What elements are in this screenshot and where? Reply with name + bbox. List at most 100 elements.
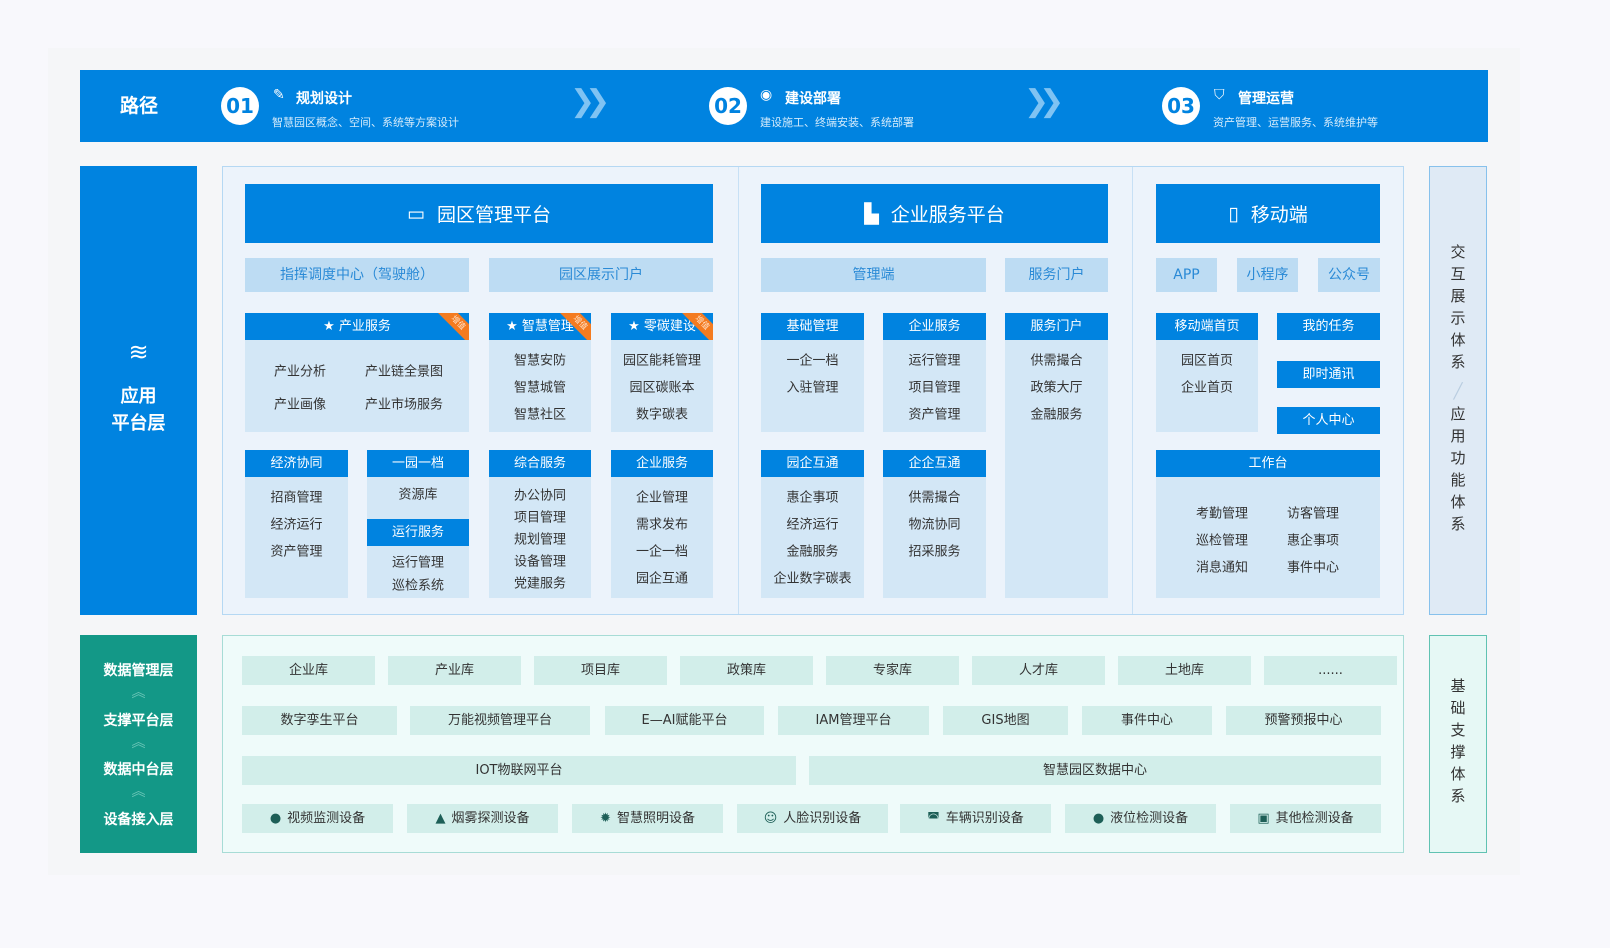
module-item[interactable]: 访客管理: [1286, 506, 1340, 522]
module-item[interactable]: 运行管理: [908, 353, 961, 369]
module-item[interactable]: 金融服务: [1030, 407, 1083, 423]
module-item[interactable]: 规划管理: [513, 532, 567, 548]
module-item[interactable]: 园区能耗管理: [622, 353, 702, 369]
module-item[interactable]: 供需撮合: [908, 490, 961, 506]
module-header[interactable]: 基础管理: [761, 313, 864, 340]
module-item[interactable]: 物流协同: [908, 517, 961, 533]
module-item[interactable]: 金融服务: [786, 544, 839, 560]
module-header[interactable]: 园企互通: [761, 450, 864, 477]
module-item[interactable]: 巡检系统: [391, 578, 445, 594]
module-header[interactable]: ★ 智慧管理 增值: [489, 313, 591, 340]
module-item[interactable]: 资源库: [398, 487, 438, 503]
device-box[interactable]: ● 液位检测设备: [1065, 804, 1216, 833]
platform-box[interactable]: IAM管理平台: [778, 706, 929, 735]
database-box[interactable]: ......: [1264, 656, 1397, 685]
module-item[interactable]: 资产管理: [908, 407, 961, 423]
module-header[interactable]: 服务门户: [1005, 313, 1108, 340]
module-item[interactable]: 办公协同: [513, 488, 567, 504]
module-header[interactable]: 企业服务: [611, 450, 713, 477]
module-item[interactable]: 智慧城管: [513, 380, 567, 396]
module-item[interactable]: 考勤管理: [1195, 506, 1249, 522]
module-item[interactable]: 企业数字碳表: [773, 571, 852, 587]
module-item[interactable]: 园区碳账本: [629, 380, 695, 396]
module-item[interactable]: 一企一档: [786, 353, 839, 369]
module-item[interactable]: 巡检管理: [1195, 533, 1249, 549]
tab-service-portal[interactable]: 服务门户: [1005, 258, 1108, 292]
module-item[interactable]: 经济运行: [270, 517, 323, 533]
device-box[interactable]: ✹ 智慧照明设备: [572, 804, 723, 833]
module-item[interactable]: 园区首页: [1180, 353, 1234, 369]
database-box[interactable]: 土地库: [1118, 656, 1251, 685]
module-header[interactable]: 工作台: [1156, 450, 1380, 477]
module-item[interactable]: 产业市场服务: [364, 397, 444, 413]
platform-box[interactable]: 预警预报中心: [1226, 706, 1381, 735]
module-header[interactable]: 运行服务: [367, 519, 469, 546]
tab-command-center[interactable]: 指挥调度中心（驾驶舱）: [245, 258, 469, 292]
database-box[interactable]: 项目库: [534, 656, 667, 685]
module-item[interactable]: 招采服务: [908, 544, 961, 560]
module-item[interactable]: 运行管理: [391, 555, 445, 571]
platform-box[interactable]: 数字孪生平台: [242, 706, 397, 735]
center-box[interactable]: 智慧园区数据中心: [809, 756, 1381, 785]
module-header[interactable]: 企业服务: [883, 313, 986, 340]
module-item[interactable]: 智慧安防: [513, 353, 567, 369]
module-header[interactable]: 移动端首页: [1156, 313, 1258, 340]
platform-box[interactable]: E—AI赋能平台: [605, 706, 764, 735]
module-item[interactable]: 惠企事项: [1286, 533, 1340, 549]
center-box[interactable]: IOT物联网平台: [242, 756, 796, 785]
module-item[interactable]: 需求发布: [635, 517, 689, 533]
module-item[interactable]: 设备管理: [513, 554, 567, 570]
module-header[interactable]: 个人中心: [1277, 407, 1380, 434]
module-item[interactable]: 产业画像: [273, 397, 327, 413]
database-box[interactable]: 专家库: [826, 656, 959, 685]
module-item[interactable]: 入驻管理: [786, 380, 839, 396]
device-box[interactable]: ◚ 车辆识别设备: [900, 804, 1051, 833]
platform-box[interactable]: GIS地图: [943, 706, 1068, 735]
device-box[interactable]: ▲ 烟雾探测设备: [407, 804, 558, 833]
module-item[interactable]: 招商管理: [270, 490, 323, 506]
tab-park-portal[interactable]: 园区展示门户: [489, 258, 713, 292]
platform-enterprise-service[interactable]: ▙ 企业服务平台: [761, 184, 1108, 243]
database-box[interactable]: 人才库: [972, 656, 1105, 685]
module-header[interactable]: ★ 零碳建设 增值: [611, 313, 713, 340]
module-item[interactable]: 资产管理: [270, 544, 323, 560]
module-header[interactable]: 综合服务: [489, 450, 591, 477]
device-box[interactable]: ▣ 其他检测设备: [1230, 804, 1381, 833]
module-header[interactable]: 一园一档: [367, 450, 469, 477]
platform-park-management[interactable]: ▭ 园区管理平台: [245, 184, 713, 243]
device-box[interactable]: ● 视频监测设备: [242, 804, 393, 833]
module-item[interactable]: 项目管理: [513, 510, 567, 526]
module-item[interactable]: 经济运行: [786, 517, 839, 533]
module-item[interactable]: 园企互通: [635, 571, 689, 587]
module-item[interactable]: 企业管理: [635, 490, 689, 506]
module-item[interactable]: 政策大厅: [1030, 380, 1083, 396]
module-item[interactable]: 项目管理: [908, 380, 961, 396]
platform-box[interactable]: 事件中心: [1082, 706, 1212, 735]
module-header[interactable]: ★ 产业服务 增值: [245, 313, 469, 340]
tab-app[interactable]: APP: [1156, 258, 1217, 292]
module-header[interactable]: 经济协同: [245, 450, 348, 477]
tab-admin[interactable]: 管理端: [761, 258, 986, 292]
database-box[interactable]: 产业库: [388, 656, 521, 685]
module-item[interactable]: 消息通知: [1195, 560, 1249, 576]
module-header[interactable]: 企企互通: [883, 450, 986, 477]
module-item[interactable]: 企业首页: [1180, 380, 1234, 396]
database-box[interactable]: 政策库: [680, 656, 813, 685]
module-item[interactable]: 一企一档: [635, 544, 689, 560]
module-item[interactable]: 产业链全景图: [364, 364, 444, 380]
module-item[interactable]: 数字碳表: [635, 407, 689, 423]
tab-mini-program[interactable]: 小程序: [1237, 258, 1298, 292]
module-item[interactable]: 党建服务: [513, 576, 567, 592]
module-item[interactable]: 智慧社区: [513, 407, 567, 423]
module-item[interactable]: 供需撮合: [1030, 353, 1083, 369]
module-item[interactable]: 惠企事项: [786, 490, 839, 506]
platform-mobile[interactable]: ▯ 移动端: [1156, 184, 1380, 243]
module-item[interactable]: 产业分析: [273, 364, 327, 380]
tab-official-account[interactable]: 公众号: [1318, 258, 1380, 292]
database-box[interactable]: 企业库: [242, 656, 375, 685]
platform-box[interactable]: 万能视频管理平台: [410, 706, 590, 735]
device-box[interactable]: ☺ 人脸识别设备: [737, 804, 888, 833]
module-header[interactable]: 我的任务: [1277, 313, 1380, 340]
module-header[interactable]: 即时通讯: [1277, 361, 1380, 388]
module-item[interactable]: 事件中心: [1286, 560, 1340, 576]
